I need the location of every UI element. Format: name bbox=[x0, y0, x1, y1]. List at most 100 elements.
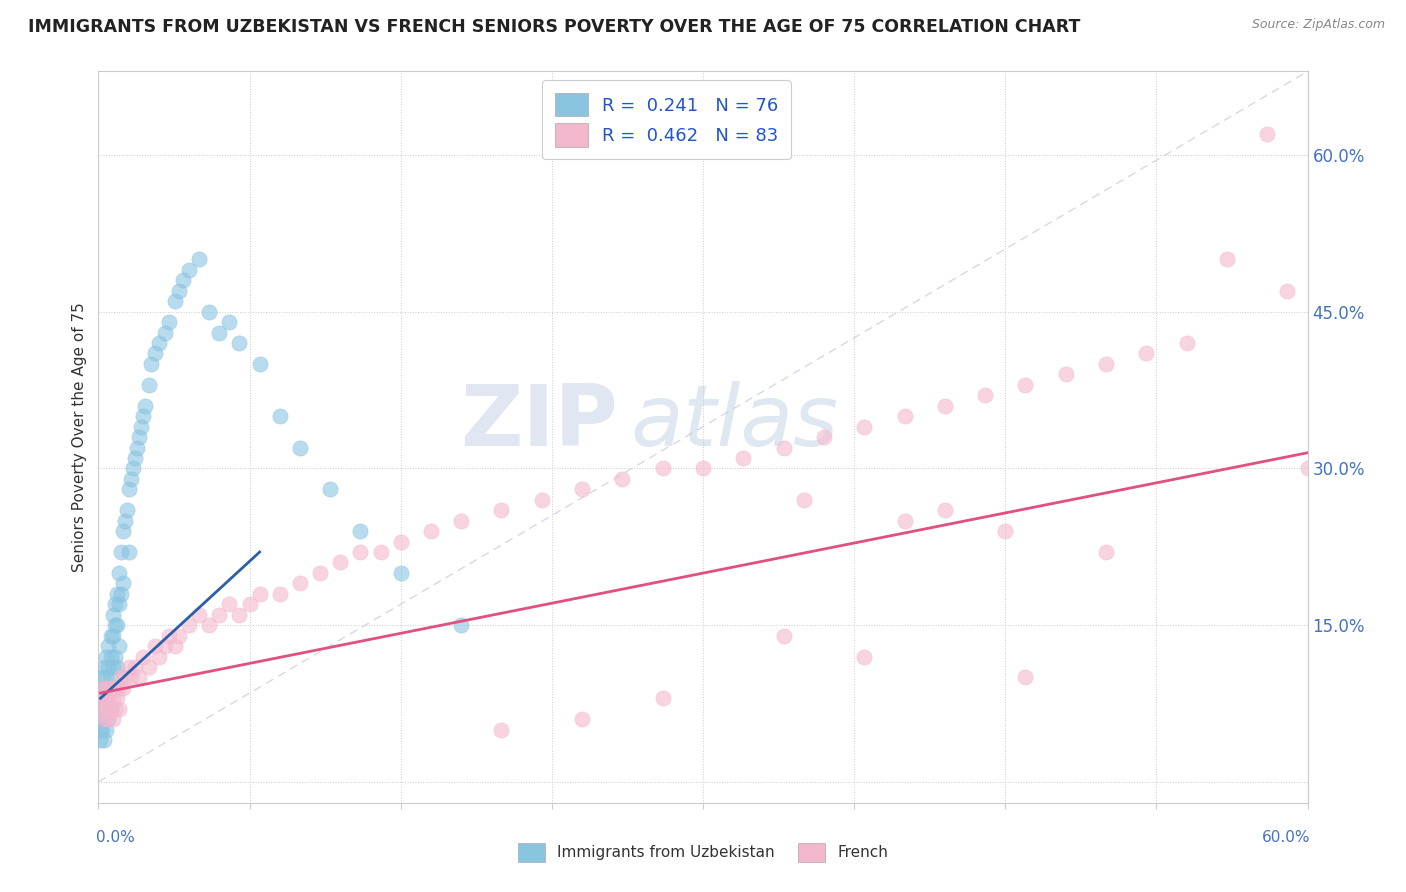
Point bbox=[91, 681, 114, 695]
Point bbox=[107, 681, 129, 695]
Point bbox=[208, 607, 231, 622]
Point bbox=[692, 461, 714, 475]
Point bbox=[91, 702, 114, 716]
Point bbox=[288, 441, 311, 455]
Point bbox=[138, 377, 160, 392]
Point bbox=[115, 503, 138, 517]
Point bbox=[96, 723, 118, 737]
Point bbox=[153, 326, 176, 340]
Point bbox=[97, 660, 120, 674]
Point bbox=[893, 514, 915, 528]
Point bbox=[124, 450, 146, 465]
Text: 0.0%: 0.0% bbox=[96, 830, 135, 845]
Point bbox=[118, 483, 141, 497]
Point bbox=[107, 639, 129, 653]
Point bbox=[157, 315, 180, 329]
Point bbox=[793, 492, 815, 507]
Point bbox=[571, 712, 593, 726]
Point bbox=[370, 545, 392, 559]
Point bbox=[125, 441, 148, 455]
Point bbox=[853, 649, 876, 664]
Point bbox=[651, 461, 673, 475]
Point bbox=[1014, 377, 1036, 392]
Point bbox=[1216, 252, 1239, 267]
Point bbox=[813, 430, 835, 444]
Point bbox=[163, 639, 186, 653]
Point bbox=[121, 461, 143, 475]
Point bbox=[1135, 346, 1157, 360]
Point bbox=[97, 639, 120, 653]
Point bbox=[93, 712, 115, 726]
Point bbox=[198, 304, 221, 318]
Point bbox=[91, 702, 114, 716]
Point bbox=[450, 514, 472, 528]
Point bbox=[1054, 368, 1077, 382]
Point bbox=[138, 660, 160, 674]
Point bbox=[101, 629, 124, 643]
Point bbox=[111, 524, 134, 538]
Point bbox=[319, 483, 342, 497]
Point bbox=[389, 534, 412, 549]
Point bbox=[128, 430, 150, 444]
Point bbox=[139, 357, 162, 371]
Point bbox=[132, 649, 155, 664]
Point bbox=[93, 681, 115, 695]
Point bbox=[110, 545, 132, 559]
Point bbox=[179, 618, 201, 632]
Point bbox=[93, 691, 115, 706]
Point bbox=[167, 284, 190, 298]
Point bbox=[134, 399, 156, 413]
Point bbox=[974, 388, 997, 402]
Point bbox=[105, 618, 128, 632]
Point bbox=[97, 691, 120, 706]
Point bbox=[167, 629, 190, 643]
Point bbox=[93, 733, 115, 747]
Point bbox=[96, 670, 118, 684]
Text: IMMIGRANTS FROM UZBEKISTAN VS FRENCH SENIORS POVERTY OVER THE AGE OF 75 CORRELAT: IMMIGRANTS FROM UZBEKISTAN VS FRENCH SEN… bbox=[28, 18, 1080, 36]
Point bbox=[96, 649, 118, 664]
Point bbox=[114, 670, 136, 684]
Point bbox=[100, 702, 122, 716]
Point bbox=[1175, 336, 1198, 351]
Point bbox=[101, 712, 124, 726]
Point bbox=[208, 326, 231, 340]
Point bbox=[103, 618, 125, 632]
Point bbox=[93, 660, 115, 674]
Point bbox=[129, 419, 152, 434]
Point bbox=[772, 629, 794, 643]
Point bbox=[651, 691, 673, 706]
Point bbox=[120, 472, 142, 486]
Point bbox=[491, 723, 513, 737]
Point bbox=[132, 409, 155, 424]
Point bbox=[239, 597, 262, 611]
Point bbox=[107, 566, 129, 580]
Point bbox=[218, 597, 240, 611]
Point bbox=[101, 691, 124, 706]
Point bbox=[143, 346, 166, 360]
Point bbox=[118, 660, 141, 674]
Point bbox=[288, 576, 311, 591]
Point bbox=[114, 514, 136, 528]
Point bbox=[389, 566, 412, 580]
Point bbox=[97, 712, 120, 726]
Point bbox=[110, 587, 132, 601]
Y-axis label: Seniors Poverty Over the Age of 75: Seniors Poverty Over the Age of 75 bbox=[72, 302, 87, 572]
Point bbox=[143, 639, 166, 653]
Point bbox=[893, 409, 915, 424]
Point bbox=[1296, 461, 1319, 475]
Point bbox=[530, 492, 553, 507]
Point bbox=[1095, 357, 1118, 371]
Point bbox=[571, 483, 593, 497]
Point bbox=[91, 670, 114, 684]
Point bbox=[124, 660, 146, 674]
Point bbox=[96, 702, 118, 716]
Point bbox=[110, 670, 132, 684]
Point bbox=[105, 660, 128, 674]
Point bbox=[100, 681, 122, 695]
Point bbox=[188, 607, 211, 622]
Point bbox=[89, 691, 111, 706]
Point bbox=[218, 315, 240, 329]
Point bbox=[120, 670, 142, 684]
Point bbox=[349, 545, 371, 559]
Point bbox=[491, 503, 513, 517]
